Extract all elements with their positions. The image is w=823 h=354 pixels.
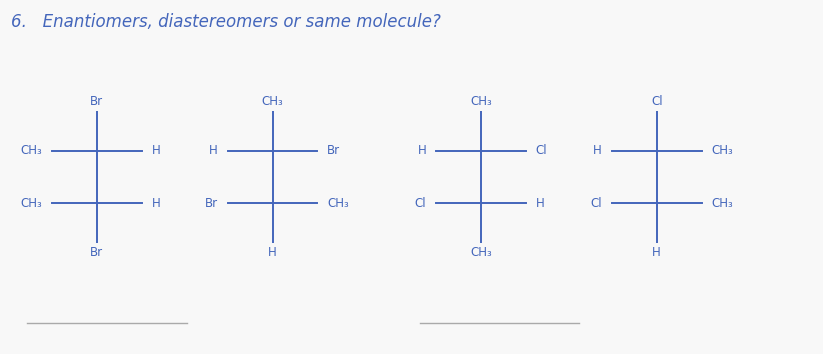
Text: Br: Br xyxy=(91,95,104,108)
Text: H: H xyxy=(151,144,160,158)
Text: Cl: Cl xyxy=(536,144,547,158)
Text: H: H xyxy=(268,246,277,259)
Text: CH₃: CH₃ xyxy=(328,196,349,210)
Text: CH₃: CH₃ xyxy=(470,95,492,108)
Text: CH₃: CH₃ xyxy=(21,144,42,158)
Text: Br: Br xyxy=(205,196,218,210)
Text: Cl: Cl xyxy=(651,95,663,108)
Text: Cl: Cl xyxy=(590,196,602,210)
Text: CH₃: CH₃ xyxy=(712,196,733,210)
Text: CH₃: CH₃ xyxy=(470,246,492,259)
Text: H: H xyxy=(593,144,602,158)
Text: H: H xyxy=(151,196,160,210)
Text: CH₃: CH₃ xyxy=(712,144,733,158)
Text: H: H xyxy=(653,246,661,259)
Text: 6.   Enantiomers, diastereomers or same molecule?: 6. Enantiomers, diastereomers or same mo… xyxy=(11,13,441,31)
Text: CH₃: CH₃ xyxy=(21,196,42,210)
Text: H: H xyxy=(209,144,218,158)
Text: Cl: Cl xyxy=(415,196,426,210)
Text: Br: Br xyxy=(91,246,104,259)
Text: Br: Br xyxy=(328,144,341,158)
Text: H: H xyxy=(417,144,426,158)
Text: H: H xyxy=(536,196,545,210)
Text: CH₃: CH₃ xyxy=(262,95,283,108)
